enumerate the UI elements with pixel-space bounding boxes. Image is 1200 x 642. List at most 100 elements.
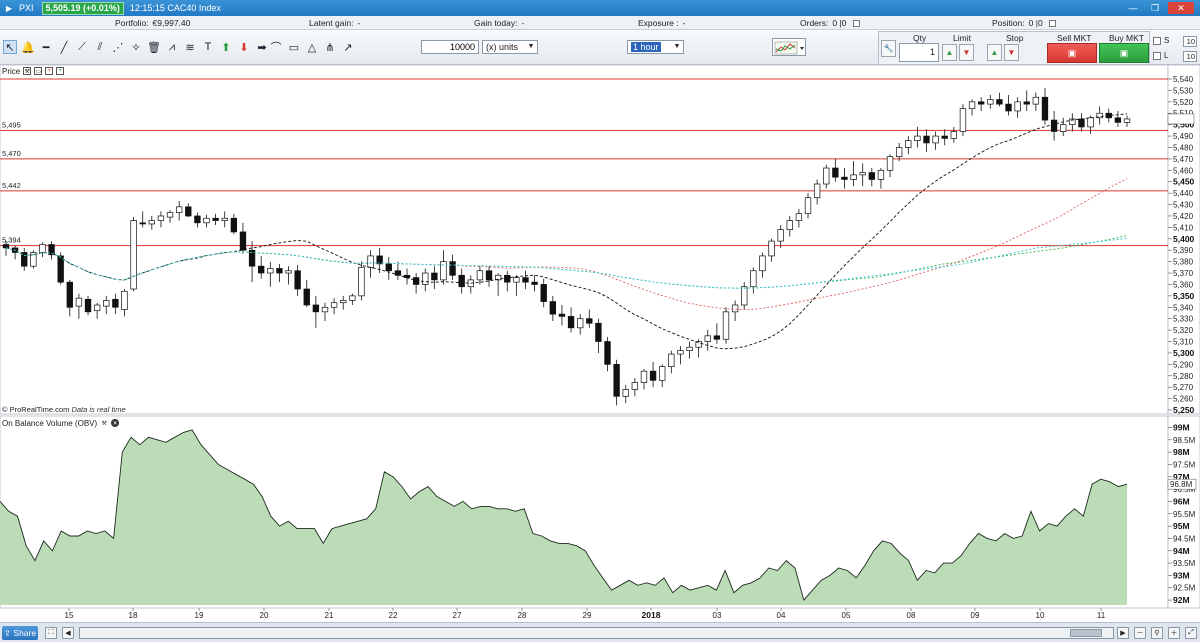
stop-sell-icon[interactable]: ▼	[1004, 44, 1019, 61]
indicators-button[interactable]	[772, 38, 806, 56]
candle-body	[48, 244, 55, 256]
price-panel[interactable]: 5,5405,5305,5205,5105,5005,4905,4805,470…	[0, 65, 1200, 415]
add-indicator-icon[interactable]: +	[45, 67, 54, 75]
units-select[interactable]: (x) units ▼	[482, 40, 538, 54]
account-status-bar: Portfolio: €9,997.40 Latent gain: - Gain t…	[0, 16, 1200, 30]
obv-y-tick-label: 97M	[1173, 472, 1190, 482]
candle-body	[403, 274, 411, 278]
timeframe-select[interactable]: 1 hour ▼	[627, 40, 684, 54]
buy-arrow-tool-icon[interactable]: ⬆	[221, 41, 231, 54]
parallel-channel-tool-icon[interactable]: ⫽	[97, 40, 103, 53]
candle-body	[358, 266, 365, 297]
window-title: 12:15:15 CAC40 Index	[129, 3, 221, 13]
chart-area[interactable]: 5,5405,5305,5205,5105,5005,4905,4805,470…	[0, 65, 1200, 622]
zigzag-tool-icon[interactable]: ⩘	[168, 40, 176, 53]
candle-body	[750, 270, 757, 288]
ray-tool-icon[interactable]: ↗	[343, 41, 353, 54]
trash-icon[interactable]: 🗑	[147, 41, 161, 54]
triangle-tool-icon[interactable]: △	[307, 41, 317, 54]
candle-body	[959, 108, 967, 132]
price-y-tick-label: 5,350	[1173, 291, 1195, 301]
current-price-marker	[1167, 113, 1195, 125]
candle-body	[1050, 119, 1058, 132]
orders-separator: |	[839, 18, 842, 28]
gain-today-label: Gain today:	[474, 18, 518, 28]
horizontal-line-tool-icon[interactable]: ━	[42, 41, 50, 54]
menu-arrow-icon[interactable]: ▶	[5, 3, 13, 13]
wrench-icon[interactable]: ⚒	[101, 420, 107, 427]
stop-buy-icon[interactable]: ▲	[987, 44, 1002, 61]
buy-market-button[interactable]: ▣	[1099, 43, 1149, 63]
wrench-icon[interactable]: 🔧	[881, 40, 896, 57]
share-button[interactable]: ⇪ Share	[2, 626, 38, 640]
fibonacci-fan-tool-icon[interactable]: ⋰	[112, 41, 124, 54]
candle-body	[576, 318, 584, 329]
stop-loss-row: S 10	[1153, 36, 1197, 47]
price-y-tick-label: 5,370	[1173, 269, 1194, 278]
pitchfork-tool-icon[interactable]: ⋔	[325, 41, 335, 54]
sell-market-button[interactable]: ▣	[1047, 43, 1097, 63]
expand-icon[interactable]: ⛶	[45, 627, 57, 639]
obv-axis-frame	[1167, 415, 1200, 609]
magic-wand-tool-icon[interactable]: ✧	[131, 41, 141, 54]
rectangle-tool-icon[interactable]: ▭	[288, 41, 300, 54]
trade-qty-field[interactable]: 1	[899, 43, 939, 62]
candle-body	[686, 346, 693, 351]
fibonacci-tool-icon[interactable]: ≋	[185, 41, 195, 54]
price-y-tick-label: 5,480	[1173, 143, 1194, 152]
limit-profit-value[interactable]: 10	[1183, 51, 1197, 62]
price-y-tick-label: 5,300	[1173, 348, 1195, 358]
limit-buy-icon[interactable]: ▲	[942, 44, 957, 61]
stop-loss-checkbox[interactable]	[1153, 36, 1161, 45]
add-chart-icon[interactable]: +	[56, 67, 65, 75]
zoom-in-icon[interactable]: ＋	[1168, 627, 1180, 639]
magnifier-icon[interactable]: ⚲	[1151, 627, 1163, 639]
fit-icon[interactable]: ⤢	[1185, 627, 1197, 639]
alert-bell-icon[interactable]: 🔔	[21, 41, 35, 54]
obv-y-tick-label: 93M	[1173, 570, 1190, 580]
candle-body	[239, 231, 247, 251]
zoom-out-icon[interactable]: －	[1134, 627, 1146, 639]
close-icon[interactable]: ✕	[1168, 2, 1194, 14]
scrollbar-thumb[interactable]	[1070, 629, 1102, 637]
text-tool-icon[interactable]: T	[204, 41, 212, 53]
stop-loss-value[interactable]: 10	[1183, 36, 1197, 47]
quantity-input[interactable]	[421, 40, 479, 54]
obv-panel[interactable]: 99M 98.5M 98M 97.5M 97M 96.5M 96M 95.5M 95M 94.5M…	[0, 415, 1200, 609]
portfolio-status: Portfolio: €9,997.40	[115, 18, 190, 28]
obv-y-tick-label: 94.5M	[1173, 534, 1196, 543]
timeframe-select-value: 1 hour	[631, 42, 661, 52]
remove-panel-icon[interactable]: ✕	[111, 419, 120, 427]
candle-body	[804, 197, 812, 215]
candle-body	[1005, 103, 1012, 112]
position-checkbox[interactable]	[1049, 20, 1057, 27]
x-axis: 15 18 19 20 21 22 27 28 29 2018 03 04 05 08 09 10 11	[65, 608, 1106, 620]
candle-body	[558, 313, 566, 317]
right-arrow-tool-icon[interactable]: ➡	[257, 41, 267, 54]
maximize-icon[interactable]: ❐	[1150, 2, 1160, 13]
limit-sell-icon[interactable]: ▼	[959, 44, 974, 61]
minimize-icon[interactable]: —	[1128, 3, 1138, 13]
orders-checkbox[interactable]	[852, 20, 860, 27]
price-y-tick-label: 5,410	[1173, 223, 1194, 232]
scroll-right-icon[interactable]: ▶	[1117, 627, 1129, 639]
obv-panel-title: On Balance Volume (OBV)	[2, 418, 98, 428]
segment-tool-icon[interactable]: ⟋	[78, 40, 86, 53]
candle-body	[895, 147, 903, 157]
price-y-tick-label: 5,500	[1173, 120, 1195, 130]
limit-checkbox[interactable]	[1153, 51, 1161, 60]
scroll-left-icon[interactable]: ◀	[62, 627, 74, 639]
window-restore-icon[interactable]: ▭	[34, 67, 43, 75]
sell-arrow-tool-icon[interactable]: ⬇	[239, 41, 249, 54]
curve-tool-icon[interactable]: ⌒	[270, 42, 282, 54]
wrench-icon[interactable]: ⚒	[23, 67, 32, 75]
candle-body	[722, 311, 730, 340]
position-value: 0	[1028, 18, 1034, 28]
candle-body	[759, 255, 766, 272]
trend-line-tool-icon[interactable]: ╱	[60, 41, 68, 54]
candle-body	[422, 272, 429, 285]
candle-body	[30, 252, 37, 267]
time-scrollbar[interactable]	[79, 627, 1114, 639]
pointer-tool-icon[interactable]: ↖	[3, 40, 17, 54]
obv-y-tick-label: 92M	[1173, 595, 1190, 605]
